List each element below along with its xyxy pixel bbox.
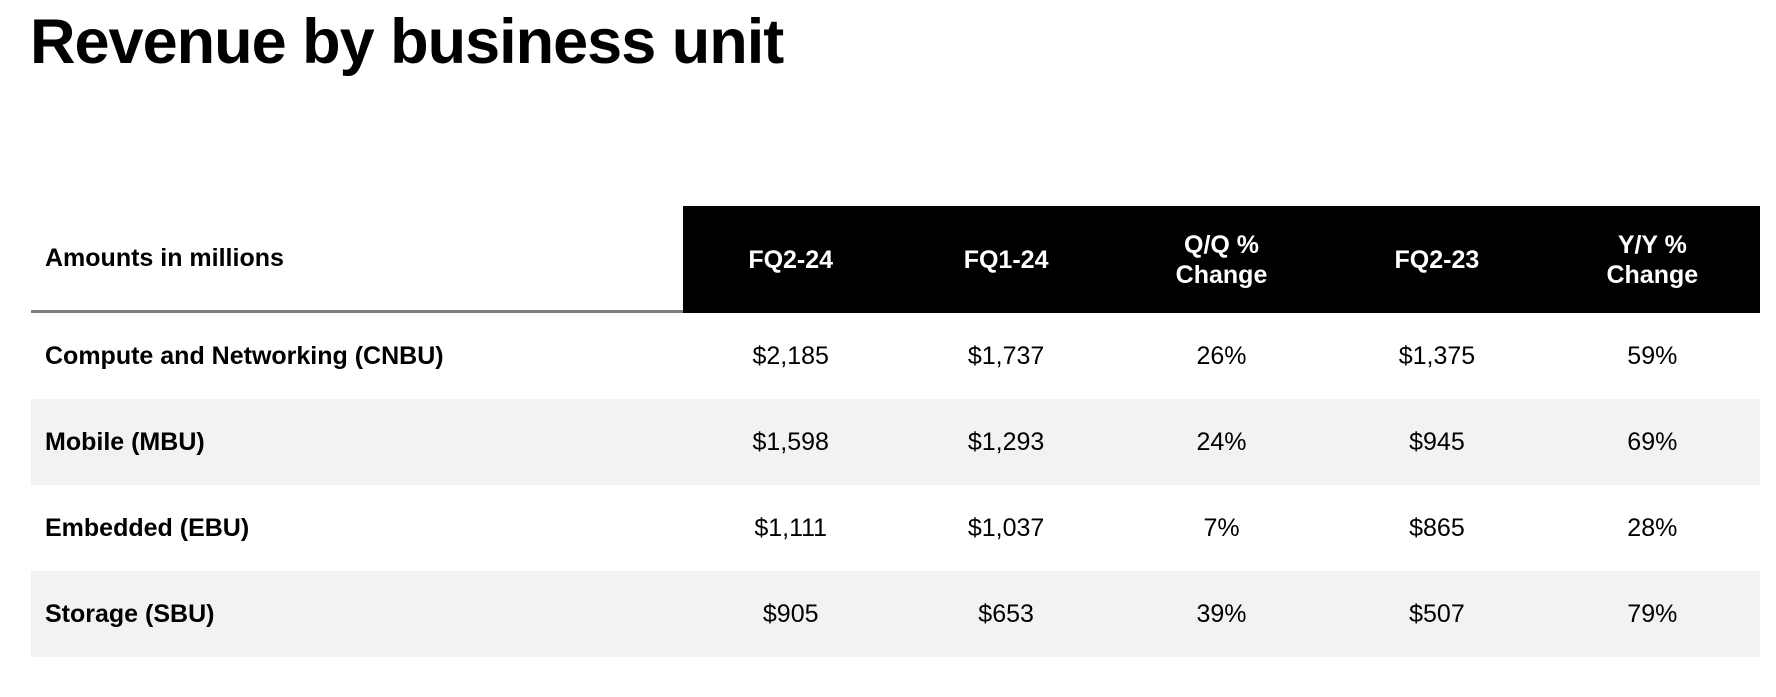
cell-fq1-24: $653 xyxy=(978,599,1034,628)
cell-fq1-24: $1,037 xyxy=(967,513,1045,542)
cell-yy-change: 79% xyxy=(1627,599,1678,628)
cell-fq2-24: $1,111 xyxy=(754,513,828,542)
cell-fq2-24: $2,185 xyxy=(752,341,829,370)
table-row-cnbu: Compute and Networking (CNBU) $2,185 $1,… xyxy=(31,313,1760,399)
column-header-qq-change: Q/Q % Change xyxy=(1113,206,1330,313)
column-header-fq2-23: FQ2-23 xyxy=(1329,206,1545,313)
column-header-fq1-24: FQ1-24 xyxy=(898,206,1114,313)
table-header-row: Amounts in millions FQ2-24 FQ1-24 Q/Q % … xyxy=(31,206,1761,313)
cell-qq-change: 7% xyxy=(1203,513,1240,542)
cell-yy-change: 28% xyxy=(1627,513,1678,542)
row-label: Storage (SBU) xyxy=(45,599,215,628)
cell-fq2-23: $507 xyxy=(1409,599,1465,628)
table-row-mbu: Mobile (MBU) $1,598 $1,293 24% $945 69% xyxy=(31,399,1760,485)
cell-fq1-24: $1,293 xyxy=(967,427,1045,456)
cell-yy-change: 59% xyxy=(1627,341,1678,370)
row-label: Mobile (MBU) xyxy=(45,427,205,456)
cell-fq2-23: $945 xyxy=(1409,427,1465,456)
page-title: Revenue by business unit xyxy=(30,7,784,77)
cell-fq1-24: $1,737 xyxy=(967,341,1045,370)
cell-yy-change: 69% xyxy=(1627,427,1678,456)
cell-qq-change: 26% xyxy=(1196,341,1247,370)
column-header-fq2-24: FQ2-24 xyxy=(683,206,899,313)
revenue-table: Amounts in millions FQ2-24 FQ1-24 Q/Q % … xyxy=(31,206,1761,657)
table-row-sbu: Storage (SBU) $905 $653 39% $507 79% xyxy=(31,571,1760,657)
row-label: Compute and Networking (CNBU) xyxy=(45,341,444,370)
cell-fq2-23: $865 xyxy=(1409,513,1465,542)
table-unit-label: Amounts in millions xyxy=(31,206,683,313)
cell-fq2-24: $905 xyxy=(762,599,819,628)
cell-fq2-23: $1,375 xyxy=(1398,341,1476,370)
row-label: Embedded (EBU) xyxy=(45,513,250,542)
table-row-ebu: Embedded (EBU) $1,111 $1,037 7% $865 28% xyxy=(31,485,1760,571)
column-header-yy-change: Y/Y % Change xyxy=(1544,206,1761,313)
cell-qq-change: 39% xyxy=(1196,599,1247,628)
cell-qq-change: 24% xyxy=(1196,427,1247,456)
cell-fq2-24: $1,598 xyxy=(752,427,829,456)
